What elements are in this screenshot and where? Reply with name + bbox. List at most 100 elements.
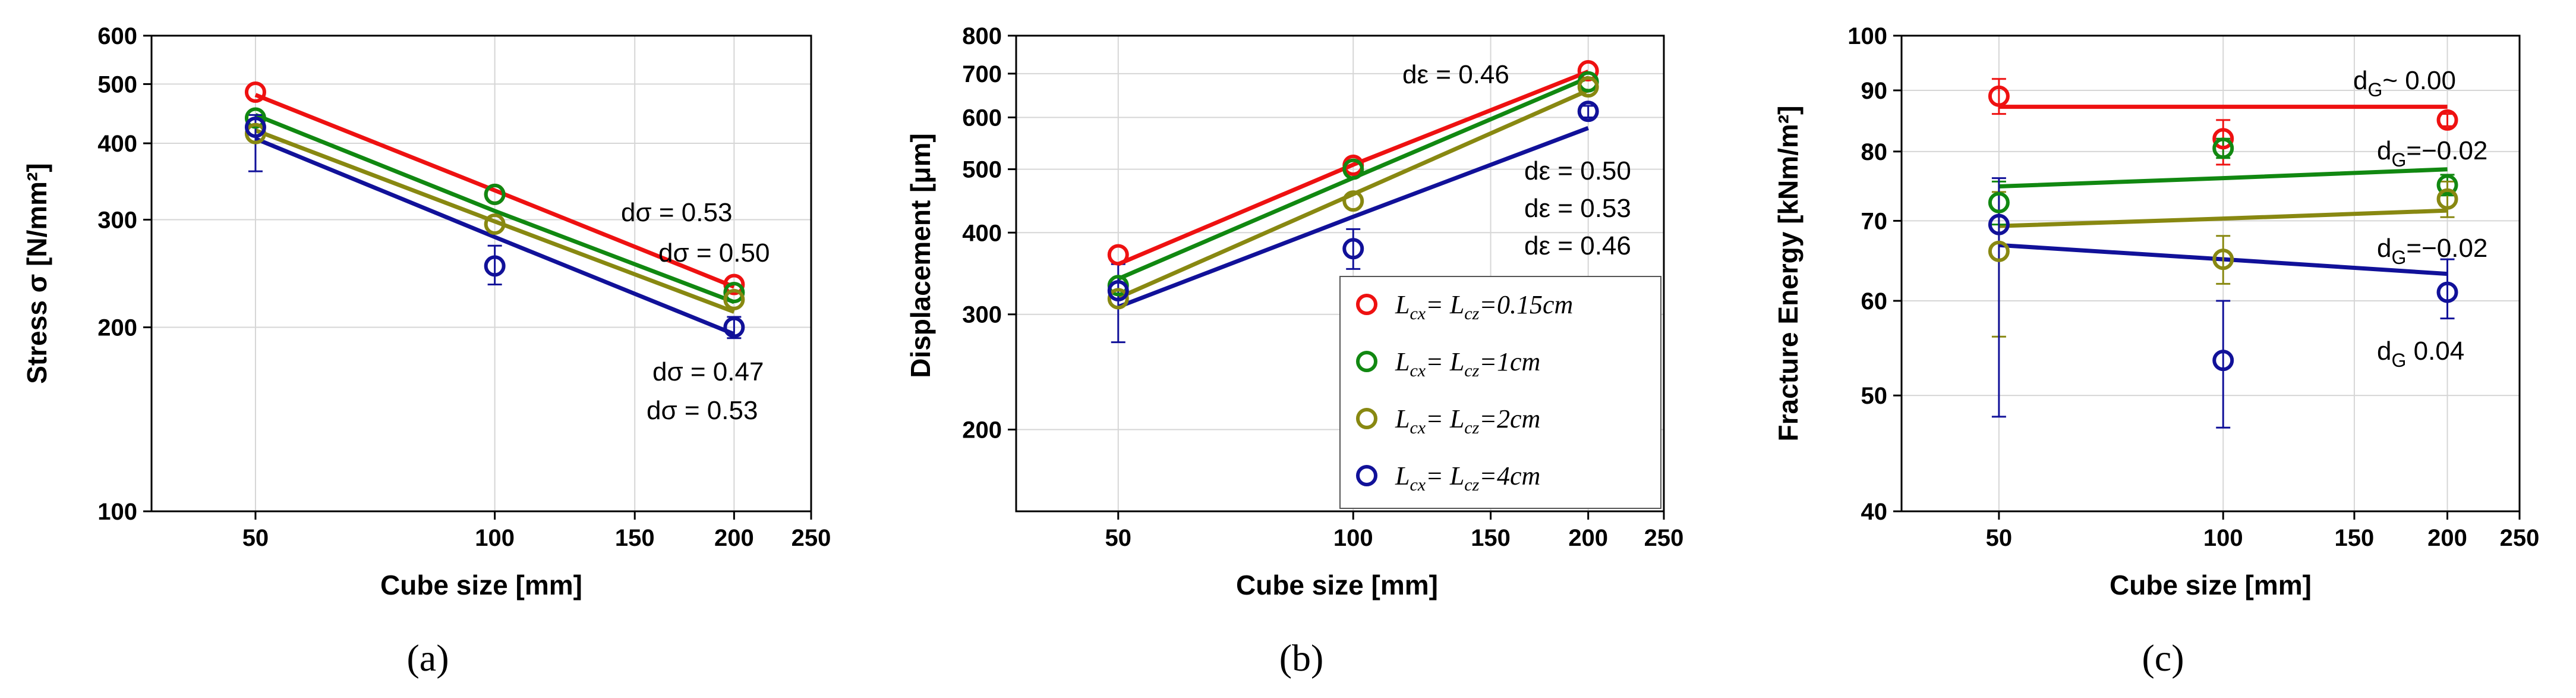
data-point-series-0 <box>1988 85 2010 107</box>
y-tick-label: 500 <box>97 71 137 98</box>
legend-marker <box>1356 408 1377 429</box>
x-tick-label: 250 <box>2500 525 2540 551</box>
y-tick-label: 200 <box>962 417 1002 444</box>
panel-b: 50 100 150 200 250 200 300 400 500 600 700 800 Cub… <box>905 23 1683 679</box>
y-tick-label: 300 <box>97 207 137 233</box>
data-point-series-1 <box>723 282 745 304</box>
y-tick-label: 500 <box>962 157 1002 183</box>
x-tick-label: 250 <box>792 525 831 551</box>
y-tick-label: 400 <box>97 131 137 157</box>
fit-line-series-3 <box>254 137 735 337</box>
data-point-series-2 <box>1577 76 1599 98</box>
panel-label-b: (b) <box>1279 637 1324 679</box>
x-tick-label: 150 <box>1471 525 1511 551</box>
data-point-series-1 <box>2436 174 2458 196</box>
data-point-series-3 <box>484 255 506 277</box>
data-point-series-1 <box>1988 191 2010 213</box>
plot-frame-a <box>150 34 812 513</box>
data-point-series-2 <box>2212 249 2234 271</box>
annotation-b-1: dε = 0.50 <box>1524 156 1631 185</box>
y-tick-label: 50 <box>1861 383 1888 409</box>
y-tick-label: 80 <box>1861 139 1888 165</box>
legend-label: Lcx= Lcz=0.15cm <box>1395 290 1573 323</box>
y-ticks-c: 40 50 60 70 80 90 100 <box>1847 23 1902 525</box>
y-tick-label: 60 <box>1861 288 1888 315</box>
legend-b: Lcx= Lcz=0.15cm Lcx= Lcz=1cm Lcx= Lcz=2cm L… <box>1339 276 1661 509</box>
fit-line-series-2 <box>1998 208 2448 228</box>
data-point-series-3 <box>1107 280 1129 302</box>
x-tick-label: 100 <box>2203 525 2243 551</box>
error-bar <box>487 244 502 286</box>
y-tick-label: 90 <box>1861 78 1888 104</box>
x-tick-label: 50 <box>242 525 269 551</box>
error-bar <box>2440 258 2455 320</box>
annotation-c-0: dG~ 0.00 <box>2353 66 2456 100</box>
y-ticks-a: 100 200 300 400 500 600 <box>97 23 152 525</box>
fit-line-series-0 <box>1117 70 1589 266</box>
panel-label-a: (a) <box>406 637 449 679</box>
data-point-series-3 <box>244 116 266 138</box>
data-point-series-0 <box>2212 128 2234 150</box>
data-point-series-2 <box>723 288 745 310</box>
y-tick-label: 100 <box>97 499 137 525</box>
legend-box <box>1339 276 1661 509</box>
x-tick-label: 50 <box>1105 525 1132 551</box>
x-tick-label: 100 <box>475 525 515 551</box>
x-ticks-c: 50 100 150 200 250 <box>1986 511 2540 551</box>
x-tick-label: 200 <box>714 525 754 551</box>
y-axis-title-b: Displacement [μm] <box>905 133 936 378</box>
data-point-series-3 <box>2436 281 2458 303</box>
fit-line-series-1 <box>1998 167 2448 188</box>
error-bar <box>2216 235 2231 285</box>
legend-label: Lcx= Lcz=2cm <box>1395 404 1540 438</box>
x-ticks-a: 50 100 150 200 250 <box>242 511 831 551</box>
fit-line-series-0 <box>254 93 735 289</box>
fit-line-series-3 <box>1117 126 1589 309</box>
x-tick-label: 200 <box>2427 525 2467 551</box>
x-tick-label: 200 <box>1568 525 1608 551</box>
y-axis-title-c: Fracture Energy [kNm/m²] <box>1773 106 1803 442</box>
x-axis-title-b: Cube size [mm] <box>1236 570 1438 600</box>
plot-frame-b <box>1015 34 1665 513</box>
legend-marker <box>1356 465 1377 486</box>
error-bar <box>2216 300 2231 429</box>
fit-line-series-2 <box>254 128 735 314</box>
data-point-series-1 <box>1342 158 1364 180</box>
data-point-series-2 <box>484 213 506 235</box>
y-tick-label: 400 <box>962 220 1002 246</box>
y-ticks-b: 200 300 400 500 600 700 800 <box>962 23 1016 444</box>
annotation-a-0: dσ = 0.53 <box>621 198 732 227</box>
legend-label: Lcx= Lcz=4cm <box>1395 461 1540 495</box>
y-axis-title-a: Stress σ [N/mm²] <box>21 163 52 383</box>
annotation-a-1: dσ = 0.50 <box>658 238 770 268</box>
panel-label-c: (c) <box>2142 637 2184 679</box>
data-points-b <box>1107 60 1599 310</box>
annotation-b-3: dε = 0.46 <box>1524 231 1631 260</box>
legend-entry-1: Lcx= Lcz=1cm <box>1356 347 1540 381</box>
x-tick-label: 150 <box>615 525 655 551</box>
legend-entry-2: Lcx= Lcz=2cm <box>1356 404 1540 438</box>
annotation-c-1: dG=−0.02 <box>2377 136 2487 171</box>
error-bar <box>1991 177 2006 418</box>
x-axis-title-c: Cube size [mm] <box>2110 570 2312 600</box>
legend-entry-0: Lcx= Lcz=0.15cm <box>1356 290 1573 323</box>
data-point-series-3 <box>1342 238 1364 260</box>
legend-marker <box>1356 294 1377 315</box>
annotation-a-3: dσ = 0.53 <box>647 396 758 425</box>
y-tick-label: 100 <box>1847 23 1887 49</box>
data-points-a <box>244 81 745 338</box>
legend-label: Lcx= Lcz=1cm <box>1395 347 1540 381</box>
data-points-c <box>1988 85 2458 372</box>
legend-marker <box>1356 351 1377 372</box>
data-point-series-0 <box>723 273 745 295</box>
annotation-b-0: dε = 0.46 <box>1402 60 1509 89</box>
data-point-series-3 <box>1577 100 1599 122</box>
data-point-series-1 <box>2212 137 2234 159</box>
data-point-series-2 <box>2436 188 2458 210</box>
data-point-series-2 <box>1342 190 1364 212</box>
error-bar <box>1346 228 1361 270</box>
annotation-c-2: dG=−0.02 <box>2377 234 2487 268</box>
error-bar <box>2440 180 2455 218</box>
data-point-series-0 <box>244 81 266 103</box>
